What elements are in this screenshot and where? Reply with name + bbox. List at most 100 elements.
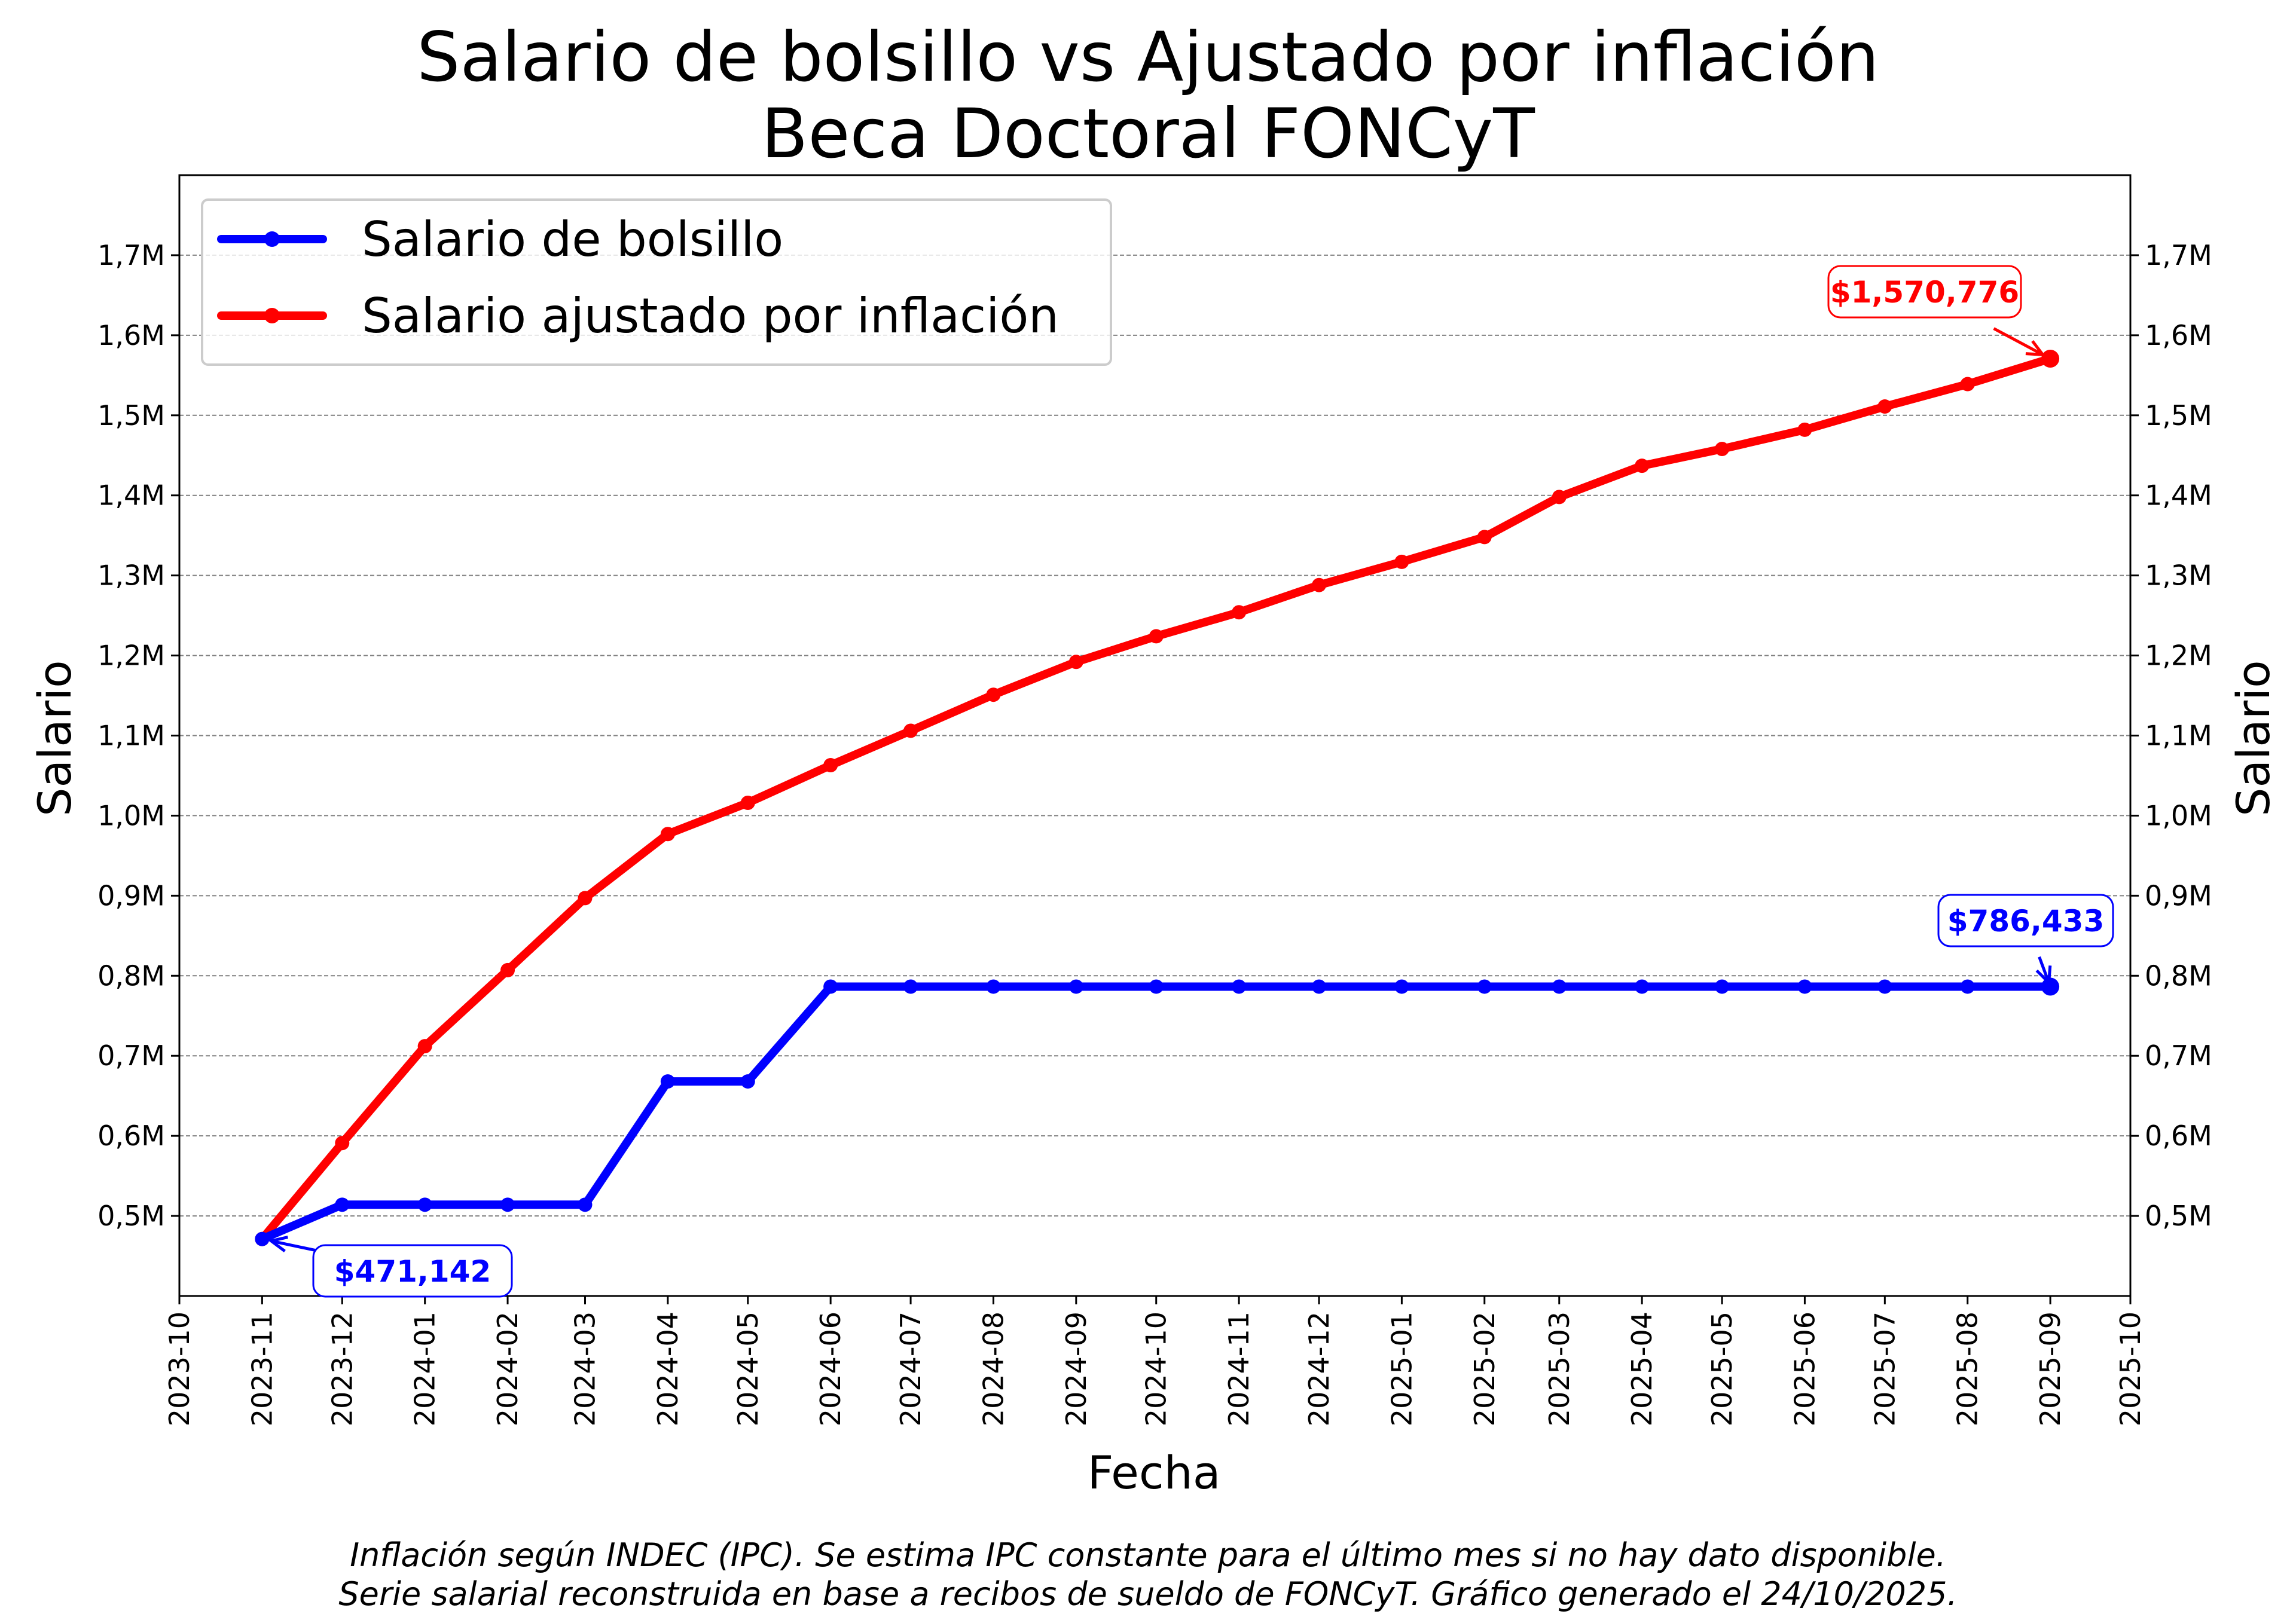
y-tick-label-right: 1,3M	[2145, 560, 2212, 592]
data-point-pocket	[1394, 979, 1409, 994]
data-point-pocket	[1552, 979, 1567, 994]
data-point-pocket	[1232, 979, 1247, 994]
data-point-pocket	[823, 979, 838, 994]
x-tick-label: 2024-03	[569, 1312, 601, 1426]
data-point-inflation	[1960, 377, 1975, 392]
data-point-inflation	[1877, 399, 1892, 414]
data-point-inflation	[740, 796, 755, 810]
y-tick-label-right: 1,6M	[2145, 319, 2212, 351]
annotation-box	[1827, 265, 2022, 319]
x-tick-label: 2025-08	[1952, 1312, 1984, 1426]
data-point-pocket	[1960, 979, 1975, 994]
data-point-pocket	[1477, 979, 1492, 994]
y-tick-label-right: 1,7M	[2145, 239, 2212, 271]
legend-entry-pocket: Salario de bolsillo	[362, 212, 783, 267]
annotation: $786,433	[1937, 894, 2114, 986]
data-point-pocket	[2041, 977, 2060, 996]
x-tick-label: 2024-08	[977, 1312, 1009, 1426]
annotation-arrowhead	[2035, 965, 2052, 986]
data-point-pocket	[740, 1074, 755, 1089]
y-tick-label-right: 0,7M	[2145, 1040, 2212, 1072]
x-tick-label: 2024-09	[1060, 1312, 1092, 1426]
chart-title-line-1: Salario de bolsillo vs Ajustado por infl…	[417, 17, 1879, 97]
y-tick-label-left: 1,1M	[97, 720, 165, 752]
y-tick-label-right: 1,2M	[2145, 640, 2212, 672]
footnote-line-2: Serie salarial reconstruida en base a re…	[338, 1575, 1957, 1613]
x-tick-label: 2025-09	[2034, 1312, 2066, 1426]
x-axis-label: Fecha	[1088, 1446, 1221, 1499]
grid	[179, 254, 2130, 1217]
data-point-pocket	[1312, 979, 1327, 994]
annotation-arrow	[1993, 327, 2044, 356]
data-point-pocket	[417, 1197, 432, 1212]
y-tick-label-left: 1,7M	[97, 239, 165, 271]
legend-box	[201, 198, 1112, 366]
data-point-inflation	[660, 827, 675, 842]
chart-title: Salario de bolsillo vs Ajustado por infl…	[417, 17, 1879, 173]
data-point-inflation	[1715, 442, 1730, 457]
y-tick-label-right: 1,0M	[2145, 799, 2212, 832]
x-tick-label: 2024-10	[1140, 1312, 1173, 1426]
annotation-label: $786,433	[1947, 904, 2105, 939]
data-point-pocket	[986, 979, 1001, 994]
y-axis-label-right: Salario	[2227, 660, 2280, 816]
x-tick-label: 2024-07	[894, 1312, 927, 1426]
annotation-label: $1,570,776	[1830, 275, 2019, 310]
data-point-inflation	[500, 962, 515, 977]
x-tick-label: 2024-05	[732, 1312, 764, 1426]
data-point-pocket	[1797, 979, 1812, 994]
annotations: $471,142 $786,433 $1,570,776	[267, 265, 2114, 1298]
x-tick-label: 2024-12	[1303, 1312, 1335, 1426]
x-tick-label: 2025-04	[1626, 1312, 1658, 1426]
series	[255, 349, 2060, 1246]
y-tick-label-left: 0,6M	[97, 1120, 165, 1152]
data-point-inflation	[1232, 605, 1247, 620]
data-point-inflation	[1394, 554, 1409, 569]
x-tick-label: 2025-10	[2114, 1312, 2147, 1426]
data-point-pocket	[1068, 979, 1083, 994]
y-tick-label-right: 0,6M	[2145, 1120, 2212, 1152]
x-tick-label: 2025-03	[1543, 1312, 1576, 1426]
data-point-inflation	[1149, 629, 1164, 644]
data-point-inflation	[2041, 349, 2060, 368]
data-point-pocket	[1149, 979, 1164, 994]
y-tick-label-left: 1,0M	[97, 799, 165, 832]
data-point-pocket	[335, 1197, 350, 1212]
data-point-inflation	[1312, 577, 1327, 592]
y-tick-label-right: 1,1M	[2145, 720, 2212, 752]
legend-entry-inflation: Salario ajustado por inflación	[362, 288, 1059, 344]
y-tick-label-left: 0,9M	[97, 879, 165, 912]
y-tick-label-left: 1,2M	[97, 640, 165, 672]
x-tick-label: 2024-04	[652, 1312, 684, 1426]
y-tick-label-right: 0,5M	[2145, 1200, 2212, 1232]
y-axis-label-left: Salario	[28, 660, 81, 816]
x-tick-label: 2025-06	[1788, 1312, 1821, 1426]
annotation-box	[1937, 894, 2114, 947]
data-point-inflation	[417, 1039, 432, 1054]
annotation-arrow	[2038, 956, 2050, 983]
y-tick-label-left: 1,4M	[97, 479, 165, 512]
data-point-pocket	[660, 1074, 675, 1089]
x-tick-label: 2024-06	[814, 1312, 847, 1426]
chart-title-line-2: Beca Doctoral FONCyT	[761, 94, 1535, 173]
y-tick-label-right: 0,9M	[2145, 879, 2212, 912]
legend-marker-pocket	[264, 231, 280, 247]
plot-frame	[178, 174, 2132, 1297]
x-tick-label: 2025-05	[1706, 1312, 1738, 1426]
data-point-pocket	[578, 1197, 593, 1212]
data-point-inflation	[986, 687, 1001, 702]
data-point-pocket	[1635, 979, 1650, 994]
data-point-inflation	[1635, 458, 1650, 473]
y-tick-label-left: 1,6M	[97, 319, 165, 351]
y-tick-label-left: 0,7M	[97, 1040, 165, 1072]
x-tick-label: 2025-02	[1468, 1312, 1501, 1426]
annotation-box	[312, 1244, 513, 1298]
x-tick-label: 2024-11	[1223, 1312, 1255, 1426]
data-point-pocket	[1877, 979, 1892, 994]
series-line-inflation	[258, 354, 2055, 1243]
y-tick-label-left: 0,8M	[97, 959, 165, 992]
data-point-pocket	[500, 1197, 515, 1212]
x-tick-label: 2023-10	[163, 1312, 196, 1426]
annotation: $1,570,776	[1827, 265, 2046, 357]
